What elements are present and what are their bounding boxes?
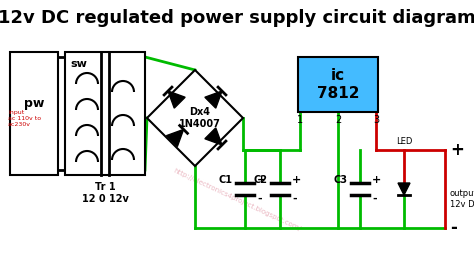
Polygon shape xyxy=(398,183,410,195)
Text: pw: pw xyxy=(24,97,44,110)
Text: 3: 3 xyxy=(373,115,379,125)
Polygon shape xyxy=(147,70,243,166)
Text: +: + xyxy=(372,175,381,185)
Polygon shape xyxy=(205,91,222,108)
Text: C3: C3 xyxy=(334,175,348,185)
Polygon shape xyxy=(166,130,183,147)
Text: Dx4
1N4007: Dx4 1N4007 xyxy=(179,107,221,129)
Text: -: - xyxy=(372,194,377,204)
Text: input
ac 110v to
ac230v: input ac 110v to ac230v xyxy=(8,110,41,127)
Text: 12v DC regulated power supply circuit diagram: 12v DC regulated power supply circuit di… xyxy=(0,9,474,27)
Text: C1: C1 xyxy=(219,175,233,185)
Text: sw: sw xyxy=(70,59,87,69)
Text: Tr 1
12 0 12v: Tr 1 12 0 12v xyxy=(82,182,128,204)
Text: C2: C2 xyxy=(254,175,268,185)
Polygon shape xyxy=(168,91,185,108)
Text: -: - xyxy=(292,194,297,204)
Bar xyxy=(65,52,145,175)
Text: ic
7812: ic 7812 xyxy=(317,68,359,101)
Text: +: + xyxy=(292,175,301,185)
Text: output
12v DC: output 12v DC xyxy=(450,189,474,209)
Text: 2: 2 xyxy=(335,115,341,125)
Text: -: - xyxy=(450,219,457,237)
Bar xyxy=(10,52,58,175)
Text: 1: 1 xyxy=(297,115,303,125)
Bar xyxy=(298,57,378,112)
Text: +: + xyxy=(257,175,266,185)
Text: LED: LED xyxy=(396,138,412,147)
Polygon shape xyxy=(205,128,222,145)
Text: +: + xyxy=(450,141,464,159)
Text: -: - xyxy=(257,194,262,204)
Text: http://electronics4project.blogspot.com/: http://electronics4project.blogspot.com/ xyxy=(172,168,302,232)
